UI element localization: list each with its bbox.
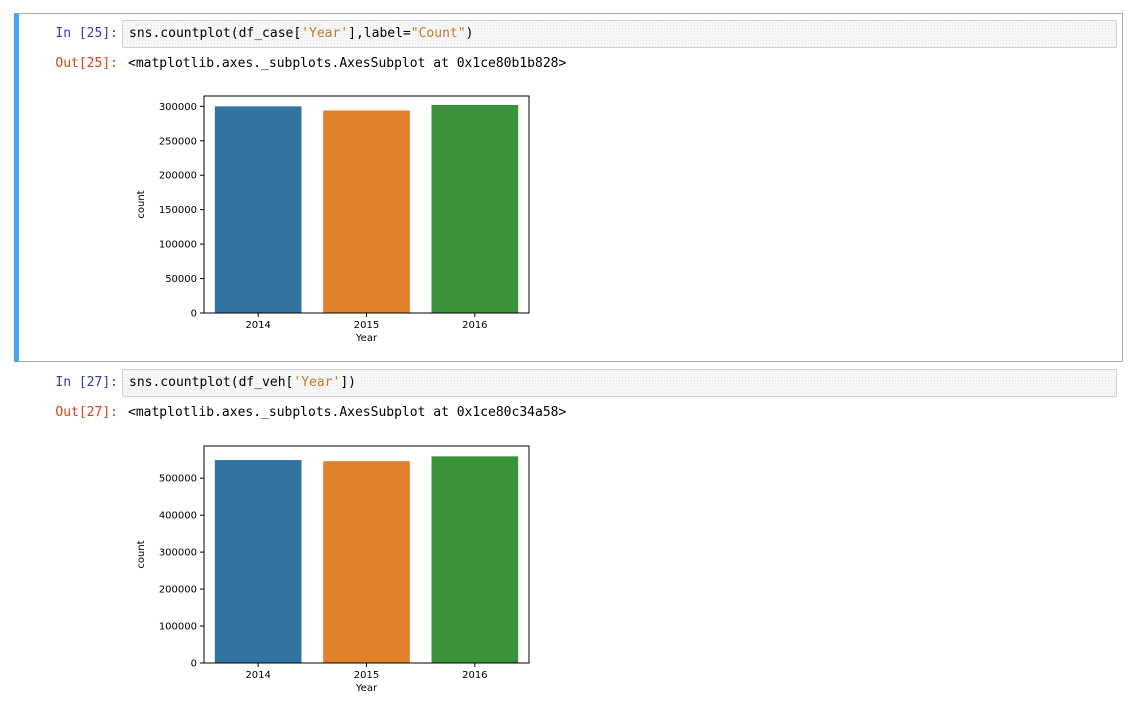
output-repr: <matplotlib.axes._subplots.AxesSubplot a… [128,405,567,420]
countplot-chart: 2014 2015 2016 0 100000 200000 300000 400000 500… [136,445,530,694]
code-input[interactable]: sns.countplot(df_veh['Year']) [122,369,1117,397]
out-prompt: Out[25]: [55,56,118,71]
y-tick-label: 100000 [159,622,197,633]
y-tick-label: 300000 [159,548,197,559]
out-prompt: Out[27]: [55,405,118,420]
y-tick-label: 0 [191,659,197,670]
x-tick-label: 2016 [462,320,487,331]
bar-2015 [323,461,410,663]
x-tick-label: 2016 [462,670,487,681]
bar-2016 [431,104,519,313]
bar-2014 [214,106,302,313]
y-tick-label: 200000 [159,585,197,596]
y-axis-label: count [136,540,147,568]
code-input[interactable]: sns.countplot(df_case['Year'],label="Cou… [122,20,1117,48]
y-tick-label: 100000 [159,240,197,251]
code-text: ) [465,26,474,41]
code-text: sns.countplot(df_veh[ [129,375,294,390]
in-prompt: In [27]: [55,375,118,390]
y-tick-label: 150000 [159,205,197,216]
y-tick-label: 250000 [159,136,197,147]
code-string: 'Year' [301,26,349,41]
y-tick-label: 500000 [159,474,197,485]
x-tick-label: 2015 [354,320,379,331]
y-tick-label: 0 [191,309,197,320]
x-tick-label: 2014 [245,320,270,331]
x-axis-label: Year [355,333,378,344]
code-string: "Count" [410,26,466,41]
x-axis-label: Year [355,683,378,694]
y-tick-label: 200000 [159,171,197,182]
axes-frame [203,95,530,314]
code-string: 'Year' [293,375,341,390]
in-prompt: In [25]: [55,26,118,41]
axes-frame [203,445,530,664]
bar-2016 [431,456,519,663]
y-tick-label: 50000 [165,274,197,285]
code-text: ],label= [348,26,411,41]
y-tick-label: 300000 [159,102,197,113]
x-tick-label: 2014 [245,670,270,681]
countplot-chart: 2014 2015 2016 0 50000 100000 150000 200000 2500… [136,95,530,344]
notebook-cell-25[interactable] [14,13,1123,362]
y-axis-label: count [136,190,147,218]
x-tick-label: 2015 [354,670,379,681]
y-tick-label: 400000 [159,511,197,522]
output-repr: <matplotlib.axes._subplots.AxesSubplot a… [128,56,567,71]
bar-2015 [323,110,410,313]
bar-2014 [214,460,302,663]
code-text: ]) [340,375,356,390]
code-text: sns.countplot(df_case[ [129,26,302,41]
